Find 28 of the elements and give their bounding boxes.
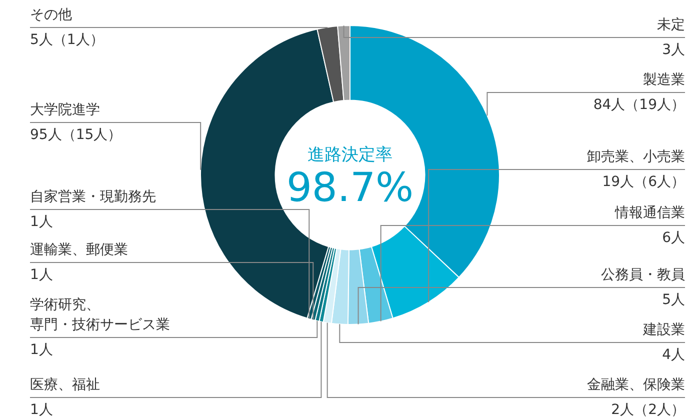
text: 98.7% xyxy=(285,165,415,211)
slice-label: 自家営業・現勤務先 xyxy=(30,188,156,207)
slice-label: 公務員・教員 xyxy=(601,266,685,285)
slice-label: 学術研究、専門・技術サービス業 xyxy=(30,296,171,335)
data-label: 1人 xyxy=(30,401,54,420)
slice-label: 運輸業、郵便業 xyxy=(30,241,128,260)
data-label: 6人 xyxy=(661,229,685,248)
slice-label: 金融業、保険業 xyxy=(587,376,685,395)
data-label: 5人（1人） xyxy=(30,31,104,50)
slice-label: 未定 xyxy=(657,16,685,35)
slice-label: その他 xyxy=(30,6,73,25)
data-label: 3人 xyxy=(661,41,685,60)
data-label: 95人（15人） xyxy=(30,126,122,145)
slice-label: 製造業 xyxy=(642,71,685,90)
data-label: 4人 xyxy=(661,346,685,365)
text: 進路決定率 xyxy=(306,144,394,166)
data-label: 1人 xyxy=(30,341,54,360)
slice-label: 医療、福祉 xyxy=(30,376,100,395)
data-label: 1人 xyxy=(30,213,54,232)
slice-label: 大学院進学 xyxy=(30,101,101,120)
data-label: 2人（2人） xyxy=(610,401,685,420)
slice-label: 情報通信業 xyxy=(615,204,685,223)
data-label: 84人（19人） xyxy=(593,96,685,115)
data-label: 1人 xyxy=(30,266,54,285)
data-label: 5人 xyxy=(661,291,685,310)
data-label: 19人（6人） xyxy=(601,173,685,192)
slice-label: 卸売業、小売業 xyxy=(587,148,685,167)
slice-label: 建設業 xyxy=(643,321,685,340)
